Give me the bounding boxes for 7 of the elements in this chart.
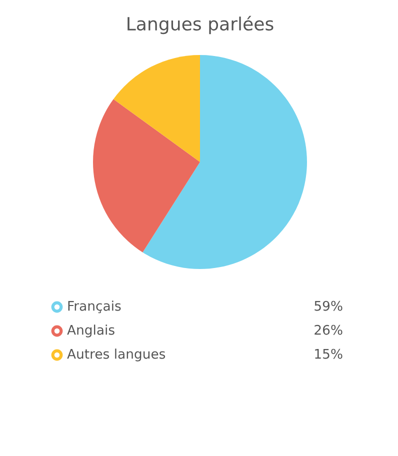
legend-label: Français — [68, 300, 121, 314]
data-label: 15% — [315, 348, 342, 359]
data-label: 26% — [314, 324, 342, 335]
legend-label: Anglais — [67, 324, 114, 338]
data-label: 59% — [314, 300, 342, 311]
chart-title: Langues parlées — [128, 16, 274, 34]
legend-label: Autres langues — [67, 348, 166, 362]
